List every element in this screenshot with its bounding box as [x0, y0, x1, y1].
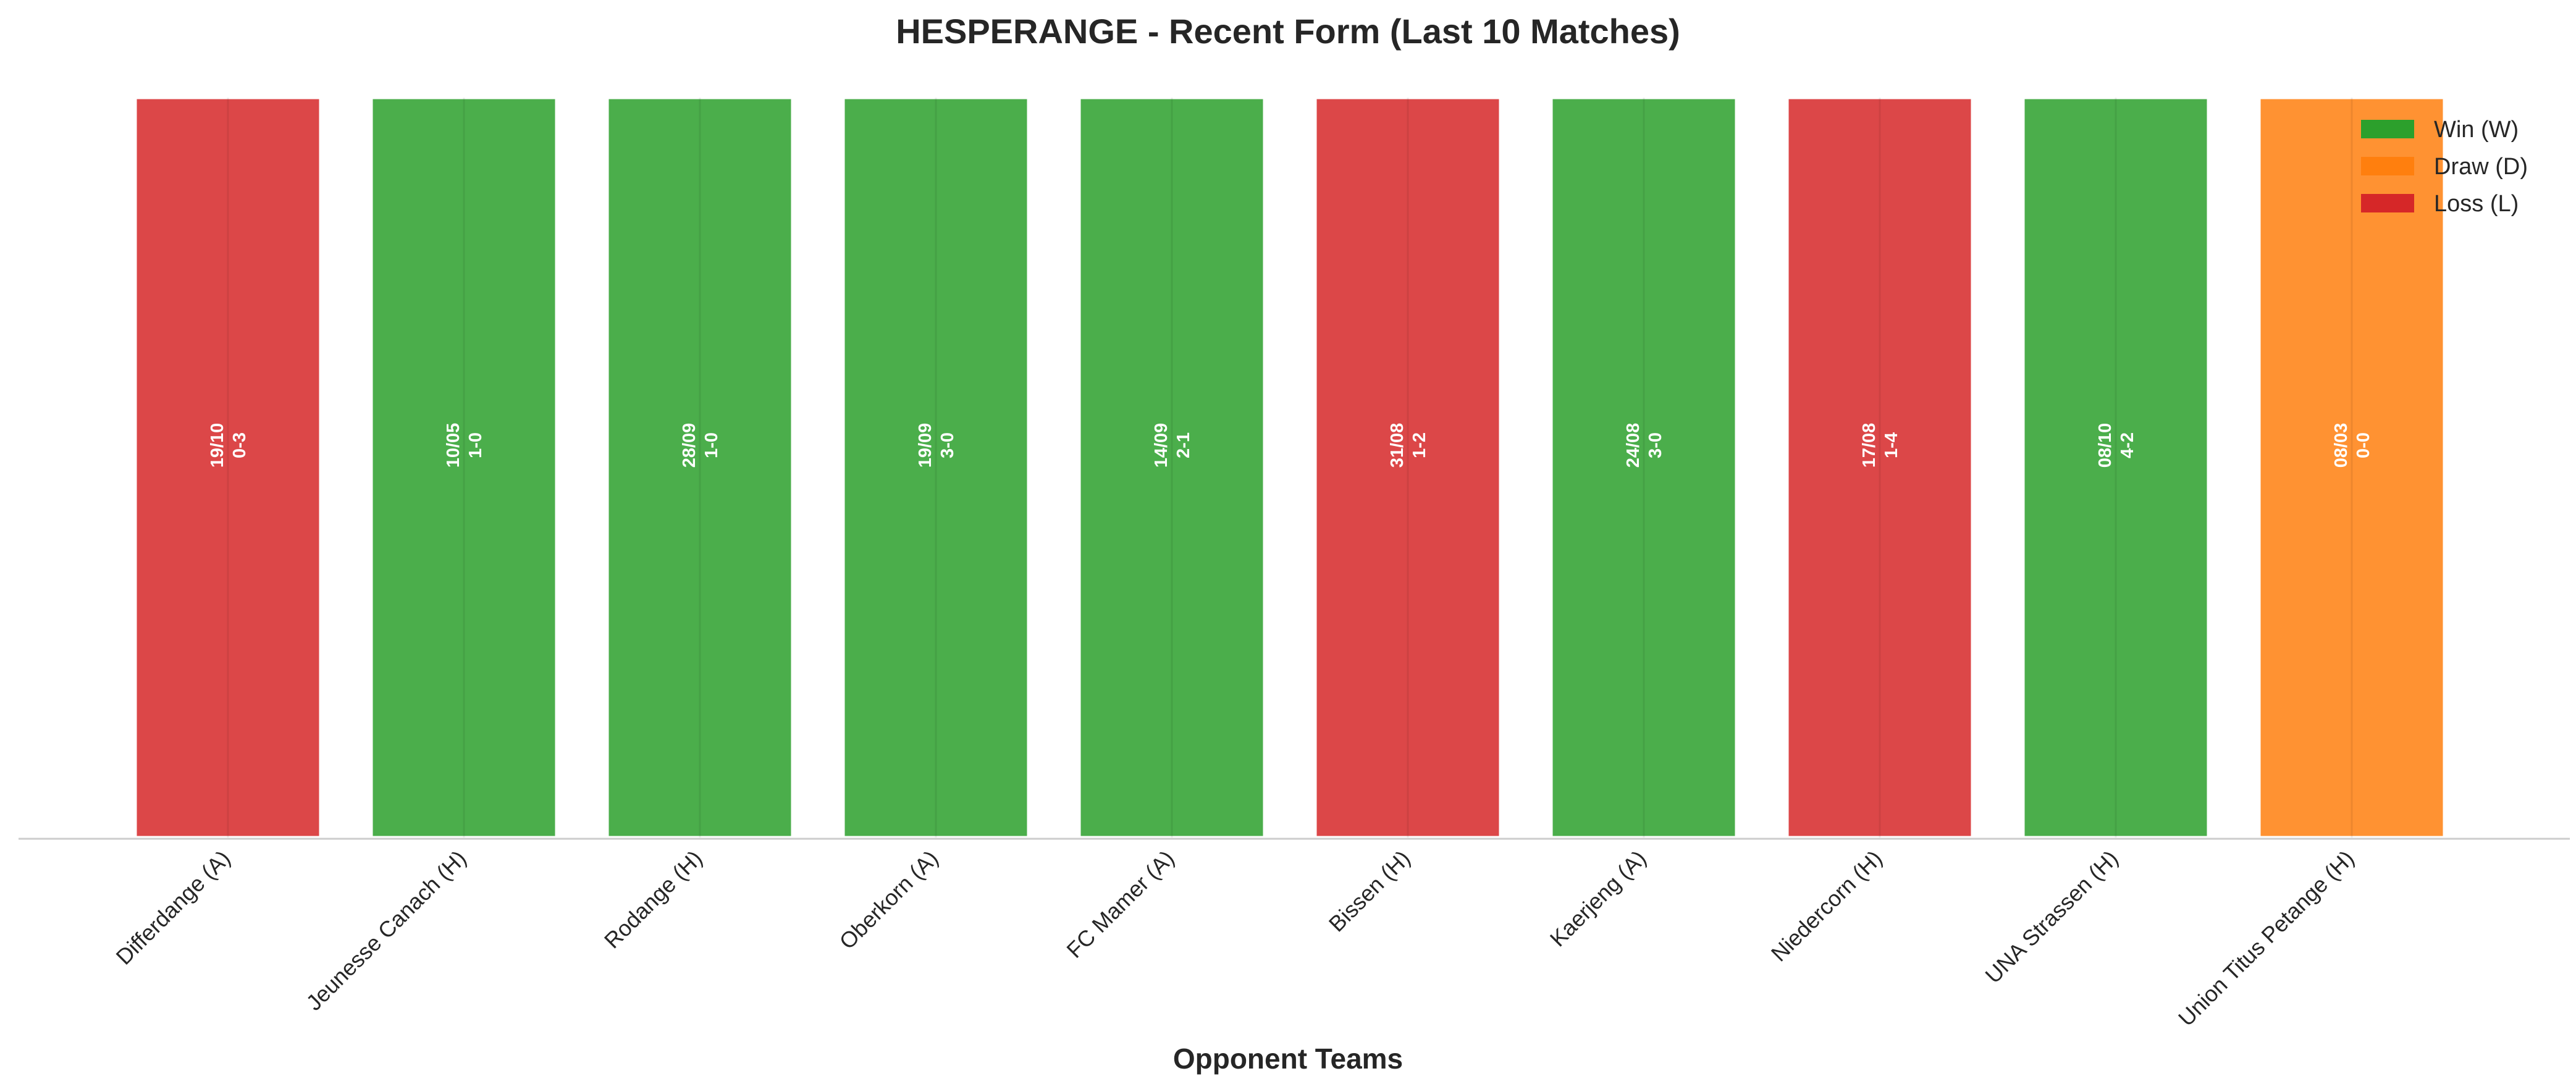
bar-date-2: 10/05: [444, 423, 463, 468]
legend: Win (W) Draw (D) Loss (L): [2361, 117, 2528, 217]
bar-score-2: 1-0: [466, 432, 486, 458]
x-tick-label-3: Rodange (H): [599, 846, 707, 954]
bar-date-10: 08/03: [2331, 423, 2351, 468]
bar-score-4: 3-0: [938, 432, 958, 458]
chart-title: HESPERANGE - Recent Form (Last 10 Matche…: [896, 12, 1680, 51]
bar-score-1: 0-3: [230, 432, 250, 458]
bar-score-6: 1-2: [1410, 432, 1429, 458]
legend-label-l: Loss (L): [2434, 191, 2519, 217]
x-tick-labels: Differdange (A) Jeunesse Canach (H) Rodang…: [111, 846, 2359, 1031]
bar-label-6: 31/08 1-2: [1387, 423, 1429, 468]
bar-9: [2021, 96, 2210, 839]
x-tick-label-8: Niedercorn (H): [1766, 846, 1887, 967]
bars-group: 19/10 0-3 10/05 1-0 28/09 1-0 19/09 3-0 14/09 2-1…: [133, 96, 2446, 839]
bar-6: [1313, 96, 1502, 839]
bar-date-6: 31/08: [1387, 423, 1407, 468]
bar-4: [841, 96, 1030, 839]
x-tick-label-10: Union Titus Petange (H): [2173, 846, 2359, 1031]
bar-score-5: 2-1: [1174, 432, 1193, 458]
legend-swatch-l: [2361, 194, 2414, 212]
bar-label-5: 14/09 2-1: [1151, 423, 1193, 468]
bar-score-7: 3-0: [1646, 432, 1665, 458]
x-tick-label-6: Bissen (H): [1324, 846, 1415, 937]
bar-label-10: 08/03 0-0: [2331, 423, 2373, 468]
x-tick-label-9: UNA Strassen (H): [1980, 846, 2123, 988]
bar-3: [605, 96, 794, 839]
bar-8: [1785, 96, 1974, 839]
bar-score-9: 4-2: [2118, 432, 2137, 458]
bar-date-8: 17/08: [1859, 423, 1879, 468]
bar-5: [1077, 96, 1266, 839]
bar-label-2: 10/05 1-0: [444, 423, 486, 468]
bar-1: [133, 96, 322, 839]
bar-7: [1549, 96, 1738, 839]
bar-label-8: 17/08 1-4: [1859, 423, 1901, 468]
bar-10: [2257, 96, 2446, 839]
bar-date-9: 08/10: [2095, 423, 2115, 468]
bar-score-3: 1-0: [702, 432, 722, 458]
bar-date-7: 24/08: [1623, 423, 1643, 468]
legend-swatch-w: [2361, 120, 2414, 138]
bar-label-3: 28/09 1-0: [680, 423, 722, 468]
bar-score-10: 0-0: [2354, 432, 2373, 458]
bar-date-4: 19/09: [915, 423, 935, 468]
x-axis-label: Opponent Teams: [1173, 1043, 1403, 1075]
bar-date-3: 28/09: [680, 423, 699, 468]
x-tick-label-5: FC Mamer (A): [1061, 846, 1179, 963]
x-tick-label-2: Jeunesse Canach (H): [301, 846, 471, 1015]
bar-score-8: 1-4: [1882, 432, 1901, 458]
x-tick-label-7: Kaerjeng (A): [1545, 846, 1651, 952]
x-tick-label-4: Oberkorn (A): [835, 846, 943, 954]
bar-label-7: 24/08 3-0: [1623, 423, 1665, 468]
bar-label-9: 08/10 4-2: [2095, 423, 2137, 468]
bar-label-1: 19/10 0-3: [208, 423, 250, 468]
bar-date-5: 14/09: [1151, 423, 1171, 468]
bar-label-4: 19/09 3-0: [915, 423, 958, 468]
bar-2: [369, 96, 558, 839]
legend-swatch-d: [2361, 157, 2414, 175]
legend-label-w: Win (W): [2434, 117, 2519, 143]
x-tick-label-1: Differdange (A): [111, 846, 235, 970]
bar-date-1: 19/10: [208, 423, 227, 468]
legend-label-d: Draw (D): [2434, 154, 2528, 180]
